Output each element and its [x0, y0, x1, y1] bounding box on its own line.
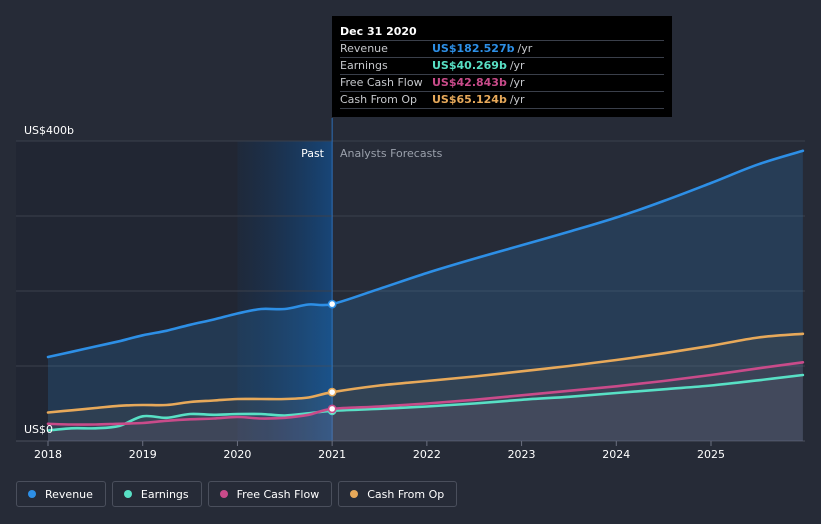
tooltip-label: Cash From Op	[340, 93, 418, 106]
y-axis-bottom-label: US$0	[24, 423, 53, 436]
x-axis-tick-label: 2025	[697, 448, 725, 461]
past-region-label: Past	[301, 147, 325, 160]
tooltip-date: Dec 31 2020	[340, 25, 417, 38]
chart-legend: Revenue Earnings Free Cash Flow Cash Fro…	[16, 481, 458, 507]
legend-item-revenue[interactable]: Revenue	[16, 481, 106, 507]
tooltip-unit: /yr	[517, 42, 533, 55]
x-axis-tick-label: 2024	[602, 448, 630, 461]
tooltip-value: US$42.843b	[432, 76, 507, 89]
tooltip-value: US$65.124b	[432, 93, 507, 106]
legend-label: Free Cash Flow	[236, 487, 320, 501]
x-axis-tick-label: 2022	[413, 448, 441, 461]
legend-dot-icon	[123, 490, 132, 498]
legend-item-cash-from-op[interactable]: Cash From Op	[338, 481, 458, 507]
tooltip-row-revenue: Revenue US$182.527b /yr	[340, 40, 664, 57]
area-fcf	[48, 362, 803, 441]
tooltip-row-free-cash-flow: Free Cash Flow US$42.843b /yr	[340, 74, 664, 91]
x-axis-tick-label: 2023	[508, 448, 536, 461]
data-point-marker-cfo	[327, 387, 337, 397]
y-axis-top-label: US$400b	[24, 124, 74, 137]
legend-item-free-cash-flow[interactable]: Free Cash Flow	[207, 481, 333, 507]
tooltip-value: US$40.269b	[432, 59, 507, 72]
tooltip-unit: /yr	[509, 59, 525, 72]
series-line-earnings	[46, 373, 805, 432]
forecast-region-label: Analysts Forecasts	[340, 147, 443, 160]
tooltip-label: Free Cash Flow	[340, 76, 423, 89]
tooltip-label: Earnings	[340, 59, 388, 72]
tooltip-row-earnings: Earnings US$40.269b /yr	[340, 57, 664, 74]
data-point-marker-revenue	[327, 299, 337, 309]
tooltip-label: Revenue	[340, 42, 388, 55]
legend-item-earnings[interactable]: Earnings	[111, 481, 202, 507]
x-axis-tick-label: 2018	[34, 448, 62, 461]
series-line-fcf	[46, 361, 805, 426]
legend-dot-icon	[219, 490, 228, 498]
legend-dot-icon	[28, 490, 36, 498]
x-axis-tick-label: 2019	[129, 448, 157, 461]
area-earnings	[48, 375, 803, 441]
legend-label: Cash From Op	[367, 487, 445, 501]
legend-label: Revenue	[45, 487, 93, 501]
tooltip-unit: /yr	[509, 93, 525, 106]
series-line-cfo	[46, 332, 805, 414]
x-axis-tick-label: 2020	[223, 448, 251, 461]
legend-dot-icon	[350, 490, 359, 498]
series-line-revenue	[46, 149, 805, 359]
legend-label: Earnings	[140, 487, 189, 501]
tooltip-row-cash-from-op: Cash From Op US$65.124b /yr	[340, 91, 664, 109]
area-revenue	[48, 150, 803, 442]
x-axis-tick-label: 2021	[318, 448, 346, 461]
tooltip: Dec 31 2020 Revenue US$182.527b /yr Earn…	[332, 16, 672, 117]
tooltip-unit: /yr	[509, 76, 525, 89]
tooltip-value: US$182.527b	[432, 42, 515, 55]
data-point-marker-fcf	[327, 404, 337, 414]
